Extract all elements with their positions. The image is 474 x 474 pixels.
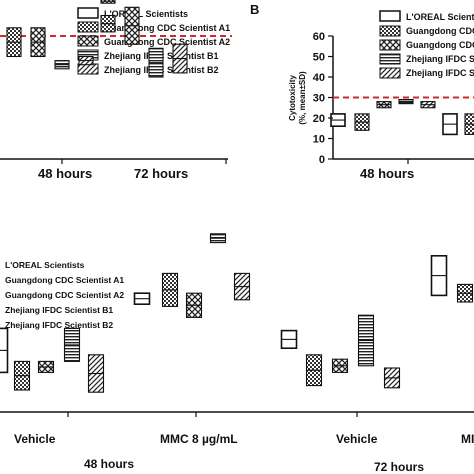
legend-entry: Guangdong CDC Scientist A1: [5, 275, 124, 285]
legend-entry: Zhejiang IFDC Scientist B2: [406, 68, 474, 78]
legend-swatch-gd-a2: [379, 39, 401, 51]
panel-b-y-tick-label: 60: [313, 31, 325, 43]
panel-a-group-label-48h: 48 hours: [38, 166, 92, 181]
legend-entry: Guangdong CDC Scientist A2: [406, 40, 474, 50]
legend-swatch-gd-a1: [77, 21, 99, 33]
panel-c-condition-label: Vehicle: [14, 432, 56, 446]
panel-c-group-label-72h: 72 hours: [374, 460, 424, 474]
legend-entry: L'OREAL Scientists: [406, 12, 474, 22]
legend-swatch-gd-a2: [77, 35, 99, 47]
legend-swatch-zj-b2: [379, 67, 401, 79]
panel-c-group-label-48h: 48 hours: [84, 457, 134, 471]
panel-b-y-label-line1: Cytotoxicity: [288, 75, 297, 121]
legend-entry: Guangdong CDC Scientist A2: [104, 37, 230, 47]
panel-b-y-tick-label: 30: [313, 93, 325, 105]
legend-entry: L'OREAL Scientists: [5, 260, 85, 270]
panel-b-y-tick-label: 40: [313, 72, 325, 84]
chart-marks: [0, 0, 474, 393]
legend-swatch-gd-a1: [379, 25, 401, 37]
legend-entry: Zhejiang IFDC Scientist B1: [5, 305, 113, 315]
panel-b-group-label-48h: 48 hours: [360, 166, 414, 181]
panel-b-y-label-line2: (%, mean±SD): [298, 71, 307, 125]
legend-swatch-loreal: [77, 7, 99, 19]
legend-swatch-loreal: [379, 10, 401, 22]
legend-entry: Zhejiang IFDC Scientist B2: [5, 320, 113, 330]
panel-c-condition-label: MMC 8 µg/mL: [160, 432, 238, 446]
panel-b-y-tick-label: 0: [319, 154, 325, 166]
panel-b-y-tick-label: 10: [313, 134, 325, 146]
legend-swatch-zj-b2: [77, 63, 99, 75]
legend-entry: Zhejiang IFDC Scientist B1: [406, 54, 474, 64]
panel-b-y-tick-label: 50: [313, 52, 325, 64]
legend-entry: Guangdong CDC Scientist A2: [5, 290, 124, 300]
panel-c-condition-label: Vehicle: [336, 432, 378, 446]
panel-b-letter: B: [250, 2, 259, 17]
legend-entry: L'OREAL Scientists: [104, 9, 188, 19]
panel-b-y-tick-label: 20: [313, 113, 325, 125]
legend-entry: Guangdong CDC Scientist A1: [406, 26, 474, 36]
panel-c-legend: L'OREAL Scientists Guangdong CDC Scienti…: [5, 260, 124, 330]
panel-c-condition-label: MI: [461, 432, 474, 446]
panel-a-group-label-72h: 72 hours: [134, 166, 188, 181]
legend-swatch-zj-b1: [379, 53, 401, 65]
panel-b-legend: L'OREAL Scientists Guangdong CDC Scienti…: [379, 10, 474, 79]
legend-entry: Guangdong CDC Scientist A1: [104, 23, 230, 33]
